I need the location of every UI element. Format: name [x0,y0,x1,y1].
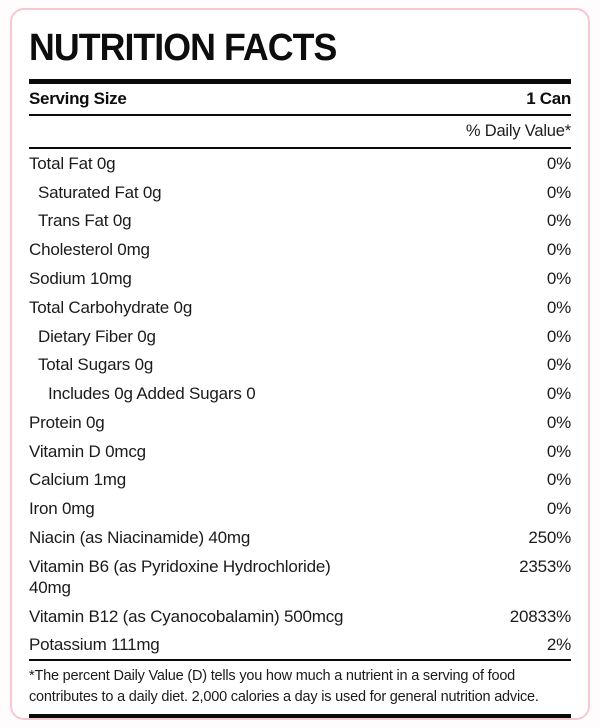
nutrient-row-vitamin-b6: Vitamin B6 (as Pyridoxine Hydrochloride)… [29,552,571,602]
nutrient-row-niacin: Niacin (as Niacinamide) 40mg 250% [29,523,571,552]
daily-value-divider [29,147,571,149]
nutrient-value: 0% [546,470,571,490]
nutrient-value: 0% [546,240,571,260]
nutrient-row-cholesterol: Cholesterol 0mg 0% [29,235,571,264]
serving-divider [29,114,571,116]
nutrient-row-total-fat: Total Fat 0g 0% [29,149,571,178]
nutrient-value: 0% [546,412,571,432]
nutrient-name: Protein 0g [29,412,105,432]
nutrient-row-saturated-fat: Saturated Fat 0g 0% [29,178,571,207]
nutrient-value: 2353% [519,556,571,576]
nutrient-name: Cholesterol 0mg [29,240,150,260]
nutrient-name: Dietary Fiber 0g [38,326,156,346]
nutrient-row-dietary-fiber: Dietary Fiber 0g 0% [29,322,571,351]
nutrient-row-protein: Protein 0g 0% [29,408,571,437]
nutrient-value: 0% [546,153,571,173]
footnote-divider [29,659,571,662]
nutrient-value: 20833% [509,606,571,626]
nutrient-value: 0% [546,182,571,202]
nutrient-row-vitamin-d: Vitamin D 0mcg 0% [29,437,571,466]
nutrient-value: 0% [546,355,571,375]
nutrient-name: Vitamin B12 (as Cyanocobalamin) 500mcg [29,606,344,626]
nutrient-row-vitamin-b12: Vitamin B12 (as Cyanocobalamin) 500mcg 2… [29,602,571,631]
nutrient-row-trans-fat: Trans Fat 0g 0% [29,207,571,236]
nutrient-row-added-sugars: Includes 0g Added Sugars 0 0% [29,379,571,408]
nutrient-row-total-sugars: Total Sugars 0g 0% [29,350,571,379]
nutrient-name: Total Carbohydrate 0g [29,297,193,317]
serving-size-value: 1 Can [526,89,571,108]
nutrient-row-total-carbohydrate: Total Carbohydrate 0g 0% [29,293,571,322]
nutrient-value: 0% [546,326,571,346]
nutrient-row-iron: Iron 0mg 0% [29,494,571,523]
nutrient-value: 250% [528,528,571,548]
nutrition-label-card: NUTRITION FACTS Serving Size 1 Can % Dai… [10,8,590,720]
nutrient-value: 0% [546,269,571,289]
serving-size-label: Serving Size [29,89,127,108]
bottom-bar [29,714,571,718]
daily-value-header: % Daily Value* [465,122,571,140]
nutrient-name: Total Sugars 0g [38,355,154,375]
header-divider-thick [29,79,571,84]
nutrient-name: Vitamin D 0mcg [29,441,146,461]
nutrient-value: 0% [546,384,571,404]
nutrient-row-potassium: Potassium 111mg 2% [29,631,571,660]
nutrient-name: Saturated Fat 0g [38,182,162,202]
nutrient-name: Total Fat 0g [29,153,116,173]
nutrient-name: Vitamin B6 (as Pyridoxine Hydrochloride)… [29,556,331,597]
nutrient-name: Sodium 10mg [29,269,132,289]
nutrient-table: Total Fat 0g 0% Saturated Fat 0g 0% Tran… [29,149,571,659]
daily-value-footnote: *The percent Daily Value (D) tells you h… [29,668,539,706]
nutrient-value: 2% [546,635,571,655]
nutrient-value: 0% [546,297,571,317]
nutrient-name: Potassium 111mg [29,635,160,655]
serving-size-row: Serving Size 1 Can [29,84,571,114]
nutrient-row-calcium: Calcium 1mg 0% [29,466,571,495]
nutrient-name: Calcium 1mg [29,470,126,490]
nutrient-name: Niacin (as Niacinamide) 40mg [29,528,251,548]
nutrient-name: Iron 0mg [29,499,95,519]
nutrient-value: 0% [546,499,571,519]
nutrient-value: 0% [546,211,571,231]
nutrient-row-sodium: Sodium 10mg 0% [29,264,571,293]
nutrient-name: Trans Fat 0g [38,211,132,231]
page-title: NUTRITION FACTS [29,27,337,69]
nutrient-value: 0% [546,441,571,461]
nutrient-name: Includes 0g Added Sugars 0 [48,384,256,404]
